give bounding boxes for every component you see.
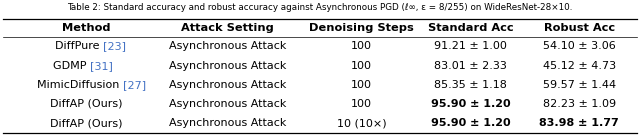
Text: 45.12 ± 4.73: 45.12 ± 4.73 bbox=[543, 61, 616, 71]
Text: Method: Method bbox=[62, 23, 111, 33]
Text: 100: 100 bbox=[351, 41, 372, 51]
Text: 85.35 ± 1.18: 85.35 ± 1.18 bbox=[434, 80, 507, 90]
Text: 91.21 ± 1.00: 91.21 ± 1.00 bbox=[434, 41, 507, 51]
Text: DiffAP (Ours): DiffAP (Ours) bbox=[50, 99, 123, 109]
Text: DiffPure: DiffPure bbox=[55, 41, 103, 51]
Text: 54.10 ± 3.06: 54.10 ± 3.06 bbox=[543, 41, 616, 51]
Text: Asynchronous Attack: Asynchronous Attack bbox=[168, 80, 286, 90]
Text: GDMP: GDMP bbox=[52, 61, 90, 71]
Text: Attack Setting: Attack Setting bbox=[181, 23, 273, 33]
Text: [31]: [31] bbox=[90, 61, 113, 71]
Text: 100: 100 bbox=[351, 99, 372, 109]
Text: DiffPure [23]: DiffPure [23] bbox=[51, 41, 122, 51]
Text: Denoising Steps: Denoising Steps bbox=[309, 23, 414, 33]
Text: 10 (10×): 10 (10×) bbox=[337, 118, 387, 128]
Text: Asynchronous Attack: Asynchronous Attack bbox=[168, 41, 286, 51]
Text: 95.90 ± 1.20: 95.90 ± 1.20 bbox=[431, 118, 510, 128]
Text: Asynchronous Attack: Asynchronous Attack bbox=[168, 61, 286, 71]
Text: MimicDiffusion: MimicDiffusion bbox=[37, 80, 123, 90]
Text: 59.57 ± 1.44: 59.57 ± 1.44 bbox=[543, 80, 616, 90]
Text: DiffAP (Ours): DiffAP (Ours) bbox=[50, 118, 123, 128]
Text: 100: 100 bbox=[351, 61, 372, 71]
Text: Asynchronous Attack: Asynchronous Attack bbox=[168, 99, 286, 109]
Text: 95.90 ± 1.20: 95.90 ± 1.20 bbox=[431, 99, 510, 109]
Text: Robust Acc: Robust Acc bbox=[543, 23, 615, 33]
Text: [23]: [23] bbox=[103, 41, 126, 51]
Text: MimicDiffusion [27]: MimicDiffusion [27] bbox=[32, 80, 141, 90]
Text: [27]: [27] bbox=[123, 80, 146, 90]
Text: Table 2: Standard accuracy and robust accuracy against Asynchronous PGD (ℓ∞, ε =: Table 2: Standard accuracy and robust ac… bbox=[67, 3, 573, 12]
Text: 83.01 ± 2.33: 83.01 ± 2.33 bbox=[434, 61, 507, 71]
Text: 83.98 ± 1.77: 83.98 ± 1.77 bbox=[540, 118, 619, 128]
Text: Asynchronous Attack: Asynchronous Attack bbox=[168, 118, 286, 128]
Text: 82.23 ± 1.09: 82.23 ± 1.09 bbox=[543, 99, 616, 109]
Text: GDMP [31]: GDMP [31] bbox=[56, 61, 116, 71]
Text: Standard Acc: Standard Acc bbox=[428, 23, 513, 33]
Text: 100: 100 bbox=[351, 80, 372, 90]
